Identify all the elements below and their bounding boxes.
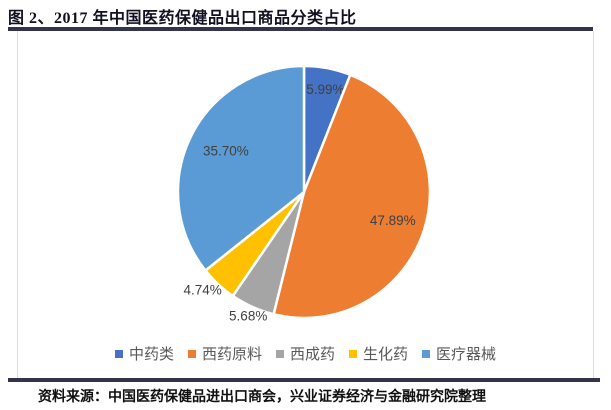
legend-swatch-icon	[275, 349, 284, 358]
legend-item-西药原料: 西药原料	[187, 343, 262, 364]
bottom-rule	[8, 378, 600, 382]
slice-value-label-西成药: 5.68%	[229, 309, 267, 324]
legend-item-生化药: 生化药	[349, 343, 408, 364]
slice-value-label-西药原料: 47.89%	[370, 213, 416, 228]
title-underline-rule	[8, 27, 593, 31]
slice-value-label-生化药: 4.74%	[183, 283, 221, 298]
legend-label: 生化药	[363, 346, 409, 363]
legend-swatch-icon	[187, 349, 196, 358]
legend-label: 中药类	[128, 346, 174, 363]
legend-label: 西药原料	[201, 346, 262, 363]
slice-value-label-医疗器械: 35.70%	[203, 143, 249, 158]
chart-legend: 中药类 西药原料 西成药 生化药 医疗器械	[0, 343, 611, 364]
source-note: 资料来源：中国医药保健品进出口商会，兴业证券经济与金融研究院整理	[38, 390, 486, 405]
legend-item-中药类: 中药类	[114, 343, 174, 364]
pie-slice-医疗器械	[176, 64, 306, 272]
legend-item-医疗器械: 医疗器械	[422, 343, 496, 364]
legend-label: 医疗器械	[436, 346, 497, 363]
slice-value-label-中药类: 5.99%	[306, 82, 344, 97]
pie-slice-西药原料	[272, 73, 432, 320]
legend-label: 西成药	[289, 346, 335, 363]
legend-swatch-icon	[422, 349, 431, 358]
figure-title: 图 2、2017 年中国医药保健品出口商品分类占比	[8, 10, 357, 27]
legend-swatch-icon	[114, 349, 123, 358]
legend-item-西成药: 西成药	[275, 343, 335, 364]
legend-swatch-icon	[349, 349, 357, 358]
